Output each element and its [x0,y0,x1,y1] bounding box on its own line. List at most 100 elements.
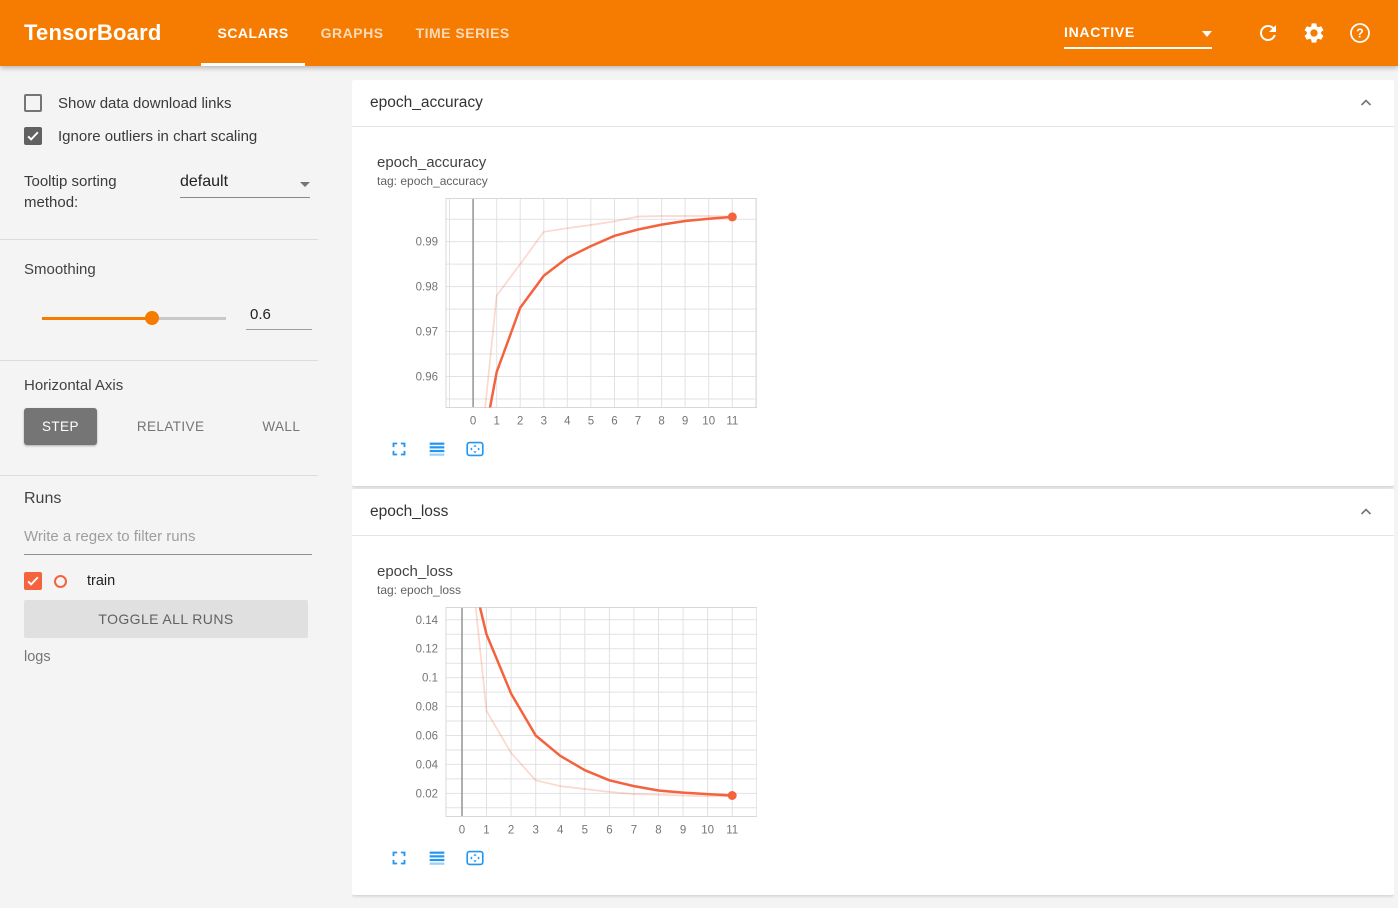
gear-icon [1304,23,1324,43]
slider-thumb[interactable] [145,311,160,325]
scalar-line-chart[interactable]: 0.02 0.04 0.06 0.08 0.1 0.12 0.14 0 1 2 3 4 5 6 7 8 9 10 1… [377,607,757,840]
axis-relative-button[interactable]: RELATIVE [136,419,205,434]
scalar-line-chart[interactable]: 0.96 0.97 0.98 0.99 0 1 2 3 4 5 6 7 8 9 10 11 [377,198,757,431]
tooltip-sorting-value: default [180,173,229,190]
svg-text:8: 8 [658,416,664,428]
smoothing-label: Smoothing [24,261,96,278]
chart-tag: tag: epoch_loss [377,583,462,597]
svg-text:10: 10 [702,416,715,428]
toggle-all-runs-button[interactable]: TOGGLE ALL RUNS [24,600,308,638]
svg-text:0.14: 0.14 [416,615,439,627]
svg-text:11: 11 [726,416,738,428]
chevron-down-icon [1202,24,1212,40]
tab-scalars[interactable]: SCALARS [201,0,304,66]
svg-text:0.96: 0.96 [416,372,438,384]
data-table-icon[interactable] [426,847,448,869]
tab-graphs[interactable]: GRAPHS [320,25,384,41]
chevron-down-icon [300,182,310,187]
svg-text:0.97: 0.97 [416,327,438,339]
svg-text:0.1: 0.1 [422,673,438,685]
fit-domain-icon[interactable] [464,438,486,460]
fit-domain-icon[interactable] [464,847,486,869]
svg-text:?: ? [1356,26,1364,40]
settings-sidebar: Show data download links Ignore outliers… [0,66,318,908]
collapse-chevron-up-icon[interactable] [1358,504,1374,520]
refresh-icon [1260,25,1276,41]
reload-status-value: INACTIVE [1064,23,1135,40]
app-title: TensorBoard [24,20,162,45]
svg-text:9: 9 [680,825,686,837]
tooltip-sorting-label: Tooltip sorting method: [24,173,117,211]
help-icon: ? [1350,23,1370,43]
svg-text:4: 4 [557,825,564,837]
top-tabs: SCALARS GRAPHS TIME SERIES [201,0,525,66]
run-train-checkbox[interactable] [24,572,42,590]
card-epoch-loss: epoch_loss epoch_loss tag: epoch_loss 0.… [352,489,1394,895]
card-title: epoch_loss [370,503,449,520]
horizontal-axis-label: Horizontal Axis [24,377,124,394]
chart-tag: tag: epoch_accuracy [377,174,488,188]
svg-text:0.99: 0.99 [416,237,438,249]
fullscreen-icon[interactable] [388,847,410,869]
svg-text:0: 0 [470,416,476,428]
svg-text:6: 6 [606,825,612,837]
svg-text:7: 7 [635,416,641,428]
tooltip-sorting-dropdown[interactable]: default [180,173,310,198]
run-name: train [87,573,116,589]
axis-step-button[interactable]: STEP [24,408,97,445]
refresh-button[interactable] [1256,21,1280,45]
fullscreen-icon[interactable] [388,438,410,460]
svg-text:6: 6 [611,416,617,428]
svg-text:0.04: 0.04 [416,759,439,771]
settings-button[interactable] [1302,21,1326,45]
smoothing-slider[interactable] [42,311,226,325]
app-header: TensorBoard SCALARS GRAPHS TIME SERIES I… [0,0,1398,66]
ignore-outliers-checkbox[interactable] [24,127,42,145]
chart-toolbar [388,847,1394,869]
svg-text:9: 9 [682,416,688,428]
data-table-icon[interactable] [426,438,448,460]
log-directory-label: logs [24,649,51,665]
svg-text:1: 1 [493,416,499,428]
card-header[interactable]: epoch_loss [352,489,1394,536]
run-row-train: train [24,572,312,590]
svg-text:0.08: 0.08 [416,702,438,714]
reload-status-dropdown[interactable]: INACTIVE [1064,24,1212,49]
svg-text:8: 8 [655,825,661,837]
card-title: epoch_accuracy [370,94,483,111]
chart-toolbar [388,438,1394,460]
check-icon [27,131,39,141]
svg-text:10: 10 [701,825,714,837]
scalar-dashboard: epoch_accuracy epoch_accuracy tag: epoch… [352,80,1394,908]
svg-text:0.02: 0.02 [416,788,438,800]
svg-text:3: 3 [541,416,547,428]
axis-wall-button[interactable]: WALL [262,419,301,434]
tab-time-series[interactable]: TIME SERIES [415,25,510,41]
svg-text:1: 1 [483,825,489,837]
check-icon [27,576,39,586]
svg-text:4: 4 [564,416,571,428]
svg-text:0: 0 [459,825,465,837]
svg-text:3: 3 [532,825,538,837]
card-epoch-accuracy: epoch_accuracy epoch_accuracy tag: epoch… [352,80,1394,486]
svg-text:5: 5 [582,825,588,837]
show-download-links-label: Show data download links [58,94,232,112]
collapse-chevron-up-icon[interactable] [1358,95,1374,111]
smoothing-value-input[interactable]: 0.6 [246,306,312,330]
svg-text:0.06: 0.06 [416,731,438,743]
card-header[interactable]: epoch_accuracy [352,80,1394,127]
svg-text:11: 11 [726,825,738,837]
svg-text:0.12: 0.12 [416,644,438,656]
run-color-swatch [54,574,67,588]
ignore-outliers-label: Ignore outliers in chart scaling [58,127,258,145]
runs-filter-input[interactable] [24,522,312,555]
svg-text:5: 5 [588,416,594,428]
svg-text:7: 7 [631,825,637,837]
help-button[interactable]: ? [1348,21,1372,45]
show-download-links-checkbox[interactable] [24,94,42,112]
svg-text:2: 2 [508,825,514,837]
svg-text:0.98: 0.98 [416,282,438,294]
chart-title: epoch_accuracy [377,154,487,171]
chart-title: epoch_loss [377,563,453,580]
runs-label: Runs [24,490,62,507]
